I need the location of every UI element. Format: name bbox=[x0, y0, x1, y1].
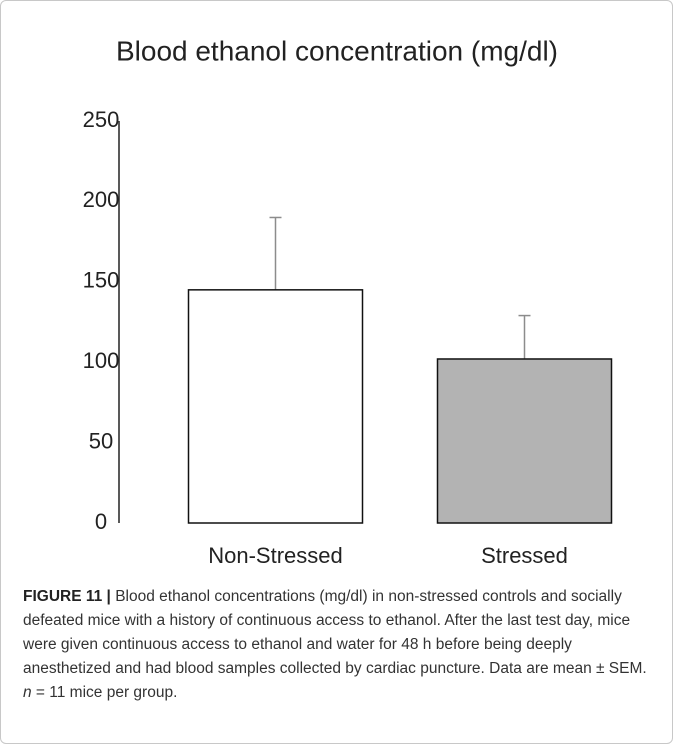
x-tick-label: Non-Stressed bbox=[208, 543, 343, 568]
bar bbox=[187, 289, 364, 524]
y-tick-label: 250 bbox=[83, 107, 120, 132]
y-tick-label: 0 bbox=[95, 509, 107, 534]
y-tick-label: 200 bbox=[83, 187, 120, 212]
caption-italic: n bbox=[23, 684, 32, 701]
caption-label: FIGURE 11 | bbox=[23, 588, 111, 605]
chart: Blood ethanol concentration (mg/dl) 0 50 1… bbox=[83, 35, 613, 568]
caption-end: = 11 mice per group. bbox=[31, 684, 178, 701]
chart-title: Blood ethanol concentration (mg/dl) bbox=[116, 35, 558, 66]
caption: FIGURE 11 | Blood ethanol concentrations… bbox=[23, 585, 653, 705]
x-tick-label: Stressed bbox=[481, 543, 568, 568]
caption-text: Blood ethanol concentrations (mg/dl) in … bbox=[23, 588, 647, 677]
bar bbox=[436, 358, 613, 524]
y-tick-label: 50 bbox=[89, 428, 113, 453]
y-tick-label: 150 bbox=[83, 268, 120, 293]
y-tick-label: 100 bbox=[83, 348, 120, 373]
